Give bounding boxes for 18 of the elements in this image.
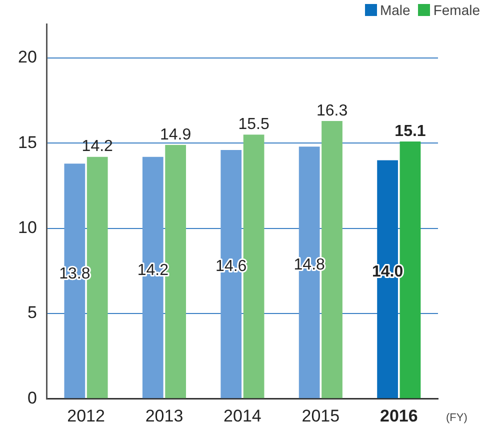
data-label: 14.2 xyxy=(82,138,114,156)
data-label: 16.3 xyxy=(316,102,348,120)
y-tick-label: 10 xyxy=(18,218,37,238)
x-axis-title: (FY) xyxy=(446,412,468,424)
y-tick-label: 15 xyxy=(18,132,37,152)
x-tick-label: 2012 xyxy=(67,406,105,426)
data-label: 15.5 xyxy=(238,116,270,134)
y-tick-label: 5 xyxy=(27,303,37,322)
x-tick-label: 2015 xyxy=(302,406,340,426)
data-label: 15.1 xyxy=(394,122,426,140)
y-tick-label: 0 xyxy=(27,388,37,408)
x-tick-label: 2016 xyxy=(380,406,418,426)
legend-label: Male xyxy=(380,2,410,18)
legend-label: Female xyxy=(433,2,480,18)
x-tick-label: 2013 xyxy=(145,406,184,426)
y-tick-label: 20 xyxy=(18,48,37,67)
data-label: 14.9 xyxy=(160,126,192,144)
x-tick-label: 2014 xyxy=(224,406,262,426)
